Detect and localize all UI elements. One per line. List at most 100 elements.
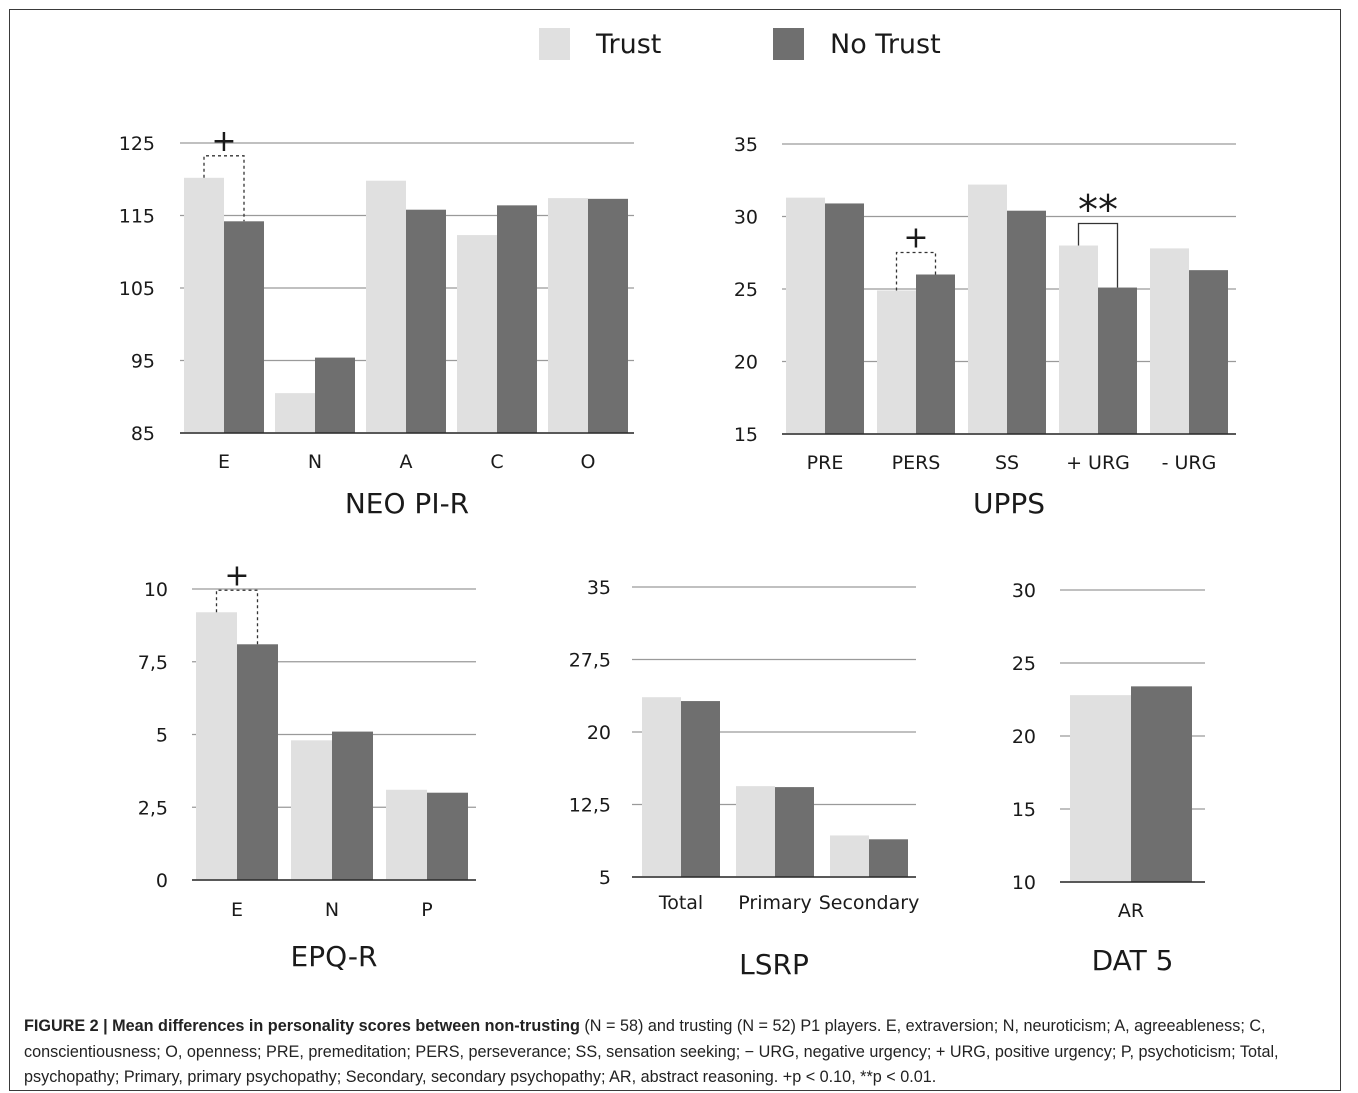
significance-bracket (1077, 222, 1119, 288)
x-tick-label: E (231, 899, 243, 921)
bar-no-trust (1098, 287, 1137, 434)
x-tick-label: A (400, 451, 413, 473)
panel-5: 30 25 20 15 10 AR DAT 5 (1012, 580, 1205, 977)
panel-title: EPQ-R (291, 940, 378, 973)
y-tick-label: 85 (131, 423, 155, 445)
bar-trust (196, 612, 237, 880)
bar-no-trust (497, 205, 537, 433)
y-tick-label: 30 (734, 207, 758, 229)
x-tick-label: Secondary (819, 892, 920, 914)
legend-label-trust: Trust (595, 29, 661, 60)
significance-marker: + (224, 558, 249, 593)
x-tick-label: P (421, 899, 432, 921)
bar-trust (1070, 695, 1131, 882)
bar-trust (275, 393, 315, 433)
significance-marker: + (211, 124, 236, 159)
y-tick-label: 35 (587, 577, 611, 599)
bar-no-trust (869, 839, 908, 877)
y-tick-label: 25 (734, 279, 758, 301)
bar-trust (386, 789, 427, 880)
x-tick-label: PRE (807, 452, 844, 474)
x-tick-label: E (218, 451, 230, 473)
panel-title: DAT 5 (1092, 944, 1174, 977)
bar-trust (786, 197, 825, 434)
x-tick-label: O (581, 451, 596, 473)
bar-trust (548, 198, 588, 433)
bar-trust (642, 697, 681, 877)
bar-no-trust (406, 209, 446, 433)
bar-no-trust (825, 203, 864, 434)
y-tick-label: 115 (119, 206, 155, 228)
y-tick-label: 5 (599, 867, 611, 889)
bar-trust (877, 290, 916, 434)
x-tick-label: + URG (1066, 452, 1130, 474)
y-tick-label: 10 (144, 579, 168, 601)
bar-no-trust (588, 198, 628, 433)
panel-2: 35 30 25 20 15 PRE PERS SS + URG - URG + ** UPPS (734, 134, 1236, 520)
x-tick-label: AR (1118, 900, 1144, 922)
panel-title: UPPS (973, 487, 1045, 520)
legend: Trust No Trust (539, 28, 941, 60)
x-tick-label: - URG (1162, 452, 1217, 474)
bar-trust (291, 740, 332, 880)
bar-no-trust (427, 792, 468, 880)
significance-marker: ** (1078, 188, 1118, 234)
x-tick-label: PERS (892, 452, 941, 474)
y-tick-label: 20 (734, 352, 758, 374)
x-tick-label: N (325, 899, 339, 921)
bar-no-trust (315, 357, 355, 433)
y-tick-label: 20 (1012, 726, 1036, 748)
x-tick-label: N (308, 451, 322, 473)
bar-trust (1150, 248, 1189, 434)
bar-trust (457, 235, 497, 433)
legend-swatch-trust (539, 28, 570, 60)
panel-title: NEO PI-R (345, 487, 469, 520)
y-tick-label: 2,5 (138, 797, 168, 819)
significance-bracket (203, 155, 245, 222)
panel-4: 35 27,5 20 12,5 5 Total Primary Secondary LSRP (569, 577, 920, 981)
bar-trust (366, 180, 406, 433)
y-tick-label: 5 (156, 725, 168, 747)
bar-trust (1059, 245, 1098, 434)
bar-trust (736, 786, 775, 877)
y-tick-label: 10 (1012, 872, 1036, 894)
significance-marker: + (903, 221, 928, 256)
bar-no-trust (681, 701, 720, 877)
figure-frame (9, 9, 1341, 1091)
significance-bracket (895, 251, 937, 291)
y-tick-label: 7,5 (138, 652, 168, 674)
bar-no-trust (916, 274, 955, 434)
figure-caption: FIGURE 2 | Mean differences in personali… (24, 1014, 1334, 1091)
x-tick-label: SS (995, 452, 1019, 474)
y-tick-label: 27,5 (569, 650, 611, 672)
legend-swatch-no-trust (773, 28, 804, 60)
y-tick-label: 20 (587, 722, 611, 744)
bar-no-trust (1007, 210, 1046, 434)
bar-no-trust (1131, 686, 1192, 882)
panel-1: 125 115 105 95 85 E N A C O + NEO PI-R (119, 124, 634, 520)
bar-trust (968, 184, 1007, 434)
y-tick-label: 30 (1012, 580, 1036, 602)
bar-trust (184, 177, 224, 433)
bar-no-trust (775, 787, 814, 877)
x-tick-label: Total (658, 892, 703, 914)
y-tick-label: 25 (1012, 653, 1036, 675)
x-tick-label: Primary (738, 892, 811, 914)
bar-no-trust (224, 221, 264, 433)
bar-no-trust (237, 644, 278, 880)
y-tick-label: 15 (1012, 799, 1036, 821)
bar-no-trust (1189, 270, 1228, 434)
y-tick-label: 0 (156, 870, 168, 892)
y-tick-label: 35 (734, 134, 758, 156)
caption-bold: FIGURE 2 | Mean differences in personali… (24, 1017, 580, 1035)
caption-rest: (N = 58) and trusting (N = 52) P1 player… (24, 1017, 1279, 1086)
legend-label-no-trust: No Trust (830, 29, 941, 60)
x-tick-label: C (490, 451, 503, 473)
bar-trust (830, 835, 869, 877)
significance-bracket (215, 589, 259, 645)
y-tick-label: 125 (119, 133, 155, 155)
y-tick-label: 15 (734, 424, 758, 446)
panel-title: LSRP (739, 948, 809, 981)
